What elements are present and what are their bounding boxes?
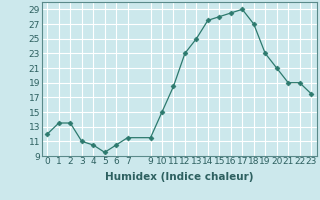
X-axis label: Humidex (Indice chaleur): Humidex (Indice chaleur) [105, 172, 253, 182]
